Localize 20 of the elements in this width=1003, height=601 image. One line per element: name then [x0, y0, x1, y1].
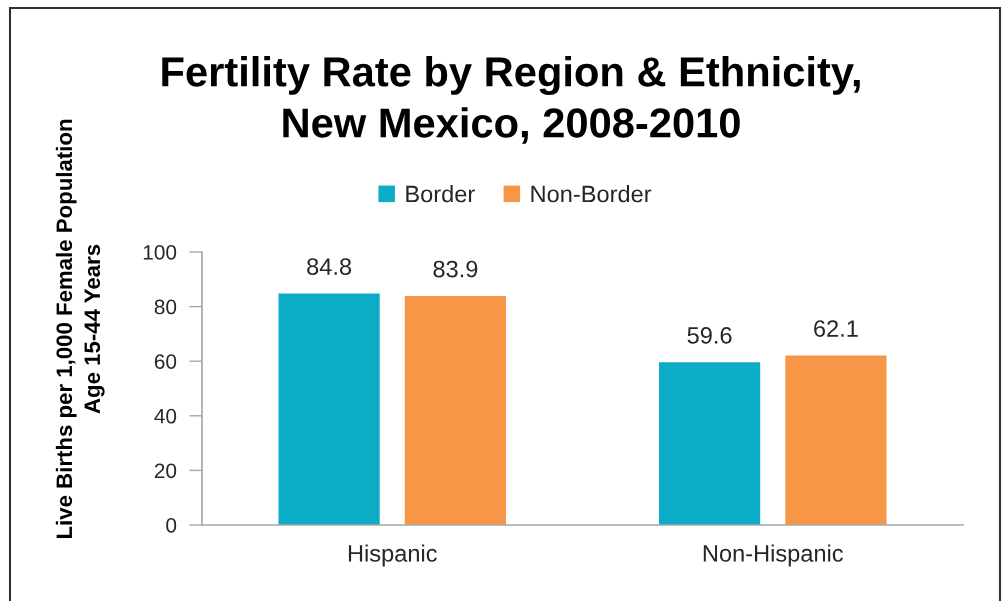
y-tick-label: 60 [154, 354, 177, 369]
legend-label: Non-Border [531, 185, 652, 203]
data-label: 83.9 [433, 260, 478, 278]
y-tick-label: 0 [166, 518, 177, 533]
bar [404, 295, 507, 525]
x-tick-label: Hispanic [348, 544, 437, 567]
y-tick-label: 40 [154, 408, 177, 424]
legend-label: Border [406, 185, 475, 203]
y-tick-label: 100 [143, 245, 177, 260]
y-tick-label: 20 [154, 463, 177, 479]
data-label: 59.6 [687, 327, 732, 344]
data-label: 84.8 [307, 258, 352, 275]
data-label: 62.1 [814, 320, 858, 337]
y-axis-title: Live Births per 1,000 Female Population Age 15-44 Years [55, 119, 105, 539]
y-tick-label: 80 [154, 299, 177, 315]
x-tick-label: Non-Hispanic [703, 544, 843, 567]
bar [278, 293, 380, 525]
bar [658, 362, 761, 525]
bar [785, 355, 887, 525]
chart-title: Fertility Rate by Region & Ethnicity, New Mexico, 2008-2010 [162, 56, 860, 144]
